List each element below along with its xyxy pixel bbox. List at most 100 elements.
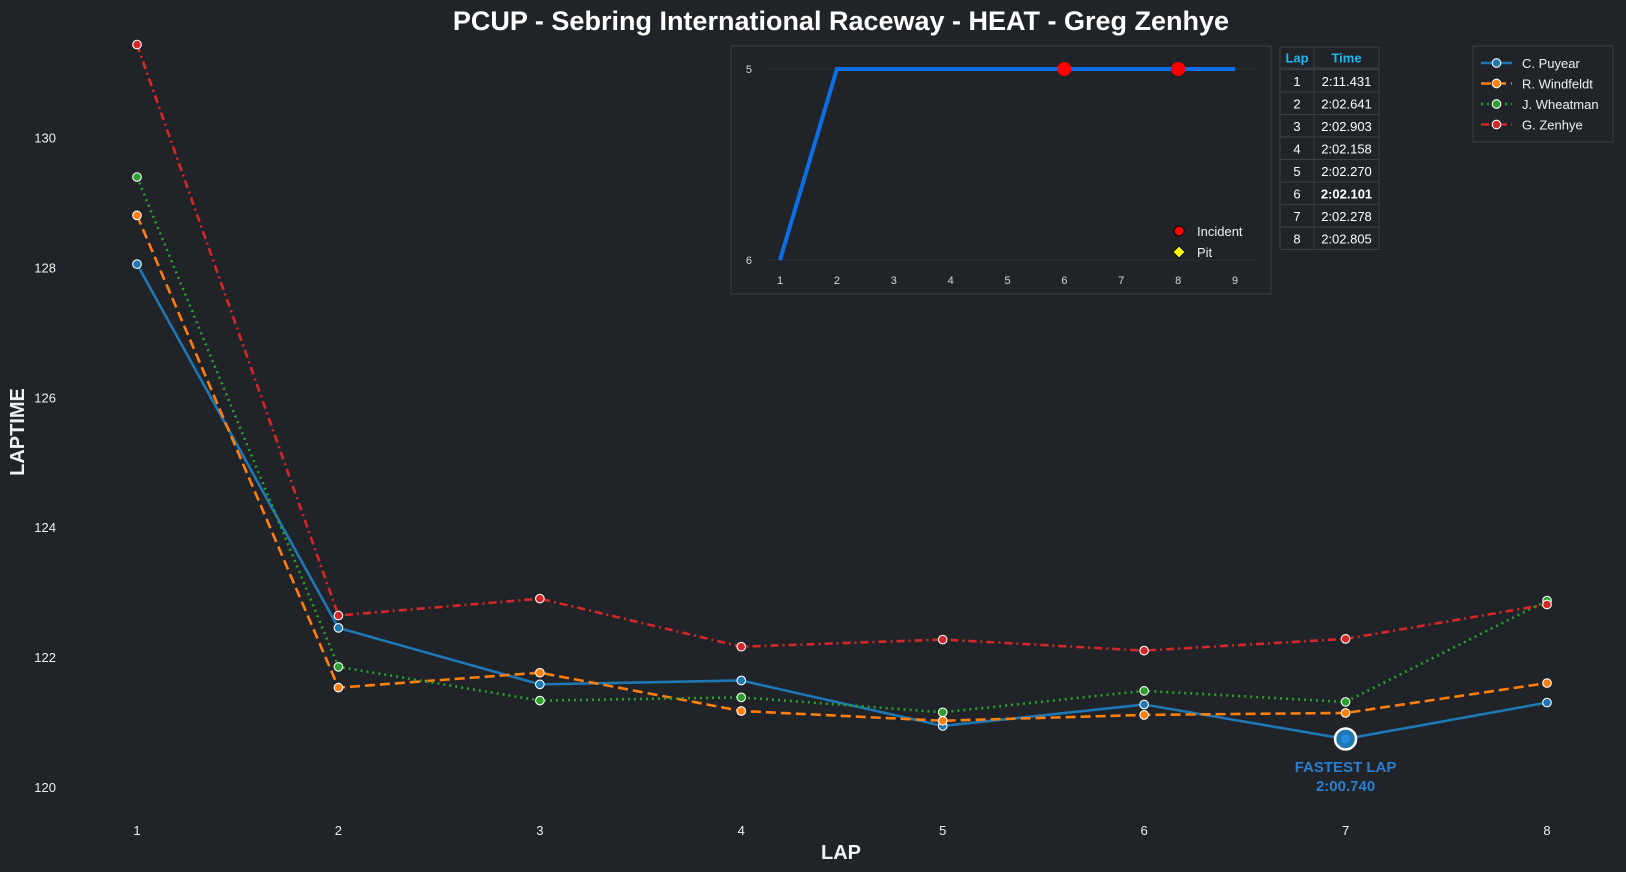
inset-legend-label: Incident <box>1197 224 1243 239</box>
incident-marker <box>1057 62 1072 76</box>
table-lap-number: 6 <box>1293 186 1300 201</box>
y-tick-label: 128 <box>34 260 56 275</box>
table-cell <box>1313 226 1380 250</box>
series-point <box>1542 678 1552 688</box>
table-cell <box>1313 46 1380 69</box>
series-point <box>937 707 948 718</box>
series-point <box>1139 645 1149 656</box>
series-point <box>1340 634 1351 644</box>
x-tick-label: 6 <box>1141 823 1148 838</box>
series-point <box>1542 599 1552 610</box>
lap-time-table: Lap Time 1 2:11.431 2 2:02.641 3 2:02.903 4 2:02.… <box>1279 46 1380 250</box>
series-point <box>736 675 747 686</box>
y-tick-label: 130 <box>34 130 56 145</box>
table-lap-number: 2 <box>1293 96 1300 111</box>
legend: C. Puyear R. Windfeldt J. Wheatman G. Zenhy… <box>1472 45 1614 143</box>
legend-label: G. Zenhye <box>1522 118 1583 133</box>
table-lap-time: 2:02.101 <box>1321 186 1372 201</box>
legend-label: R. Windfeldt <box>1522 77 1593 92</box>
table-lap-time: 2:02.641 <box>1321 96 1372 111</box>
legend-label: C. Puyear <box>1522 56 1580 71</box>
x-tick-label: 5 <box>939 823 946 838</box>
legend-marker <box>1491 78 1502 89</box>
inset-x-tick: 2 <box>834 275 840 287</box>
fastest-lap-point <box>1340 733 1352 745</box>
inset-legend: Incident Pit <box>1172 224 1243 260</box>
x-tick-label: 2 <box>335 823 342 838</box>
series-point <box>1139 699 1149 710</box>
table-lap-time: 2:11.431 <box>1322 74 1372 89</box>
table-lap-time: 2:02.805 <box>1321 231 1372 246</box>
y-axis-label: LAPTIME <box>7 388 29 476</box>
table-lap-time: 2:02.278 <box>1321 209 1372 224</box>
legend-marker <box>1491 119 1502 130</box>
inset-x-tick: 1 <box>777 275 783 287</box>
series-point <box>132 172 142 182</box>
incident-marker <box>1171 62 1186 76</box>
inset-frame <box>730 45 1272 295</box>
series-point <box>937 715 948 726</box>
chart-title: PCUP - Sebring International Raceway - H… <box>453 6 1229 36</box>
fastest-lap-value: 2:00.740 <box>1316 778 1375 795</box>
table-lap-number: 3 <box>1293 119 1300 134</box>
series-point <box>736 641 747 652</box>
inset-x-tick: 9 <box>1232 275 1238 287</box>
x-tick-label: 1 <box>133 823 140 838</box>
inset-line-path <box>778 67 1235 261</box>
y-tick-label: 122 <box>34 650 56 665</box>
series-point <box>1340 708 1351 718</box>
series-point <box>937 634 948 645</box>
inset-y-tick: 5 <box>746 64 752 76</box>
inset-ticks: 5 6 1 2 3 4 5 6 7 8 9 <box>746 64 1238 287</box>
incident-legend-marker <box>1173 225 1185 237</box>
legend-marker <box>1491 99 1502 109</box>
series-point <box>1542 697 1552 708</box>
y-tick-label: 124 <box>34 520 56 535</box>
inset-x-tick: 4 <box>948 275 954 287</box>
table-lap-number: 5 <box>1293 164 1300 179</box>
table-header: Time <box>1331 51 1361 66</box>
series-point <box>535 667 545 678</box>
x-tick-label: 4 <box>738 823 745 838</box>
series-point <box>333 682 344 693</box>
table-lap-number: 1 <box>1293 74 1300 89</box>
x-tick-label: 8 <box>1543 823 1550 838</box>
inset-y-tick: 6 <box>746 255 752 267</box>
series-point <box>1340 697 1351 707</box>
table-lap-time: 2:02.158 <box>1321 141 1372 156</box>
inset-legend-label: Pit <box>1197 245 1213 260</box>
series-line-0 <box>135 263 1548 741</box>
pit-legend-marker <box>1172 245 1186 259</box>
x-axis-ticks: 1 2 3 4 5 6 7 8 <box>133 823 1550 838</box>
series-point <box>736 692 747 703</box>
series-point <box>132 210 142 221</box>
table-lap-number: 4 <box>1293 141 1300 156</box>
fastest-lap-label: FASTEST LAP <box>1295 759 1397 776</box>
series-point <box>333 610 344 621</box>
table-header: Lap <box>1285 51 1308 66</box>
legend-marker <box>1491 58 1502 68</box>
series-point <box>132 259 142 269</box>
table-lap-number: 7 <box>1293 209 1300 224</box>
series-point <box>736 706 747 716</box>
table-lap-number: 8 <box>1293 231 1300 246</box>
y-axis-ticks: 120 122 124 126 128 130 <box>34 130 56 795</box>
inset-x-tick: 3 <box>891 275 897 287</box>
table-lap-time: 2:02.903 <box>1321 119 1372 134</box>
inset-x-tick: 5 <box>1004 275 1010 287</box>
y-tick-label: 120 <box>34 780 56 795</box>
series-line-1 <box>135 214 1548 723</box>
x-tick-label: 3 <box>536 823 543 838</box>
series-point <box>535 593 545 604</box>
series-line-3 <box>135 44 1548 652</box>
series-point <box>535 679 545 690</box>
x-tick-label: 7 <box>1342 823 1349 838</box>
position-inset: 5 6 1 2 3 4 5 6 7 8 9 Incident Pit <box>730 45 1272 295</box>
inset-x-tick: 7 <box>1118 275 1124 287</box>
legend-label: J. Wheatman <box>1522 97 1599 112</box>
series-point <box>333 661 344 672</box>
fastest-lap-annotation: FASTEST LAP 2:00.740 <box>1295 727 1397 795</box>
x-axis-label: LAP <box>821 842 861 864</box>
table-lap-time: 2:02.270 <box>1321 164 1372 179</box>
